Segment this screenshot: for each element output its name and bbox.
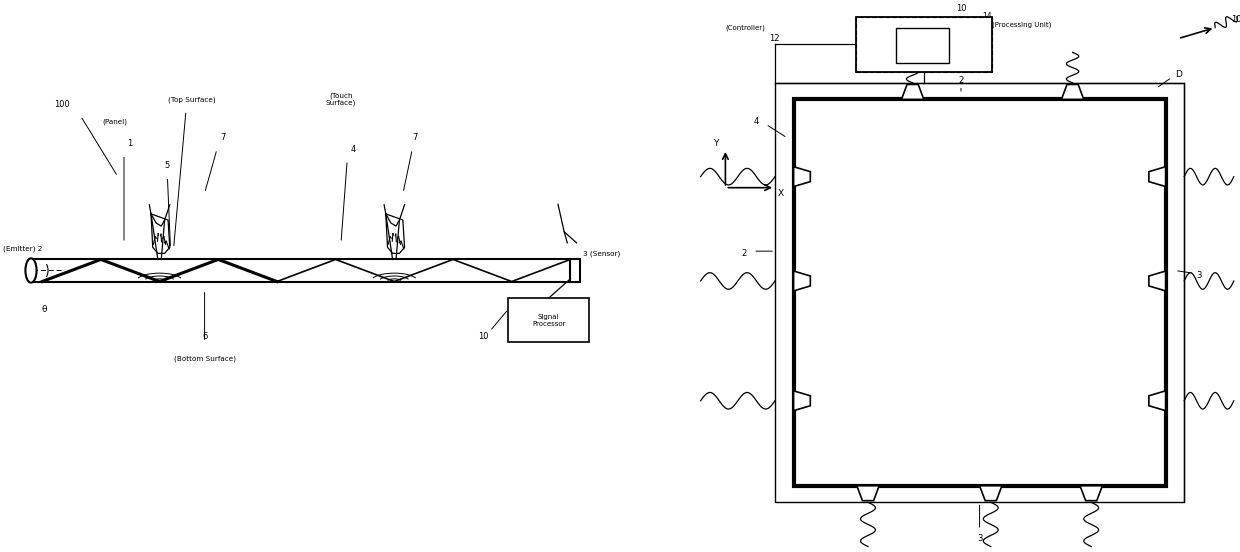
Text: Signal
Processor: Signal Processor [532, 314, 565, 327]
Text: 2: 2 [742, 250, 746, 258]
Text: 3 (Sensor): 3 (Sensor) [583, 251, 620, 257]
Text: 4: 4 [351, 145, 356, 153]
Text: 7: 7 [221, 134, 226, 142]
Polygon shape [1149, 167, 1166, 187]
Text: 10: 10 [956, 4, 966, 13]
Text: 2: 2 [959, 76, 963, 84]
Text: 7: 7 [413, 134, 418, 142]
Polygon shape [980, 486, 1002, 501]
Text: 1: 1 [128, 139, 133, 148]
Bar [508, 298, 589, 342]
Polygon shape [1061, 84, 1084, 99]
Polygon shape [901, 84, 924, 99]
Bar [856, 17, 992, 72]
Bar [895, 28, 949, 63]
Text: (Processing Unit): (Processing Unit) [992, 22, 1052, 28]
Text: (Controller): (Controller) [725, 24, 766, 31]
Text: 6: 6 [202, 332, 207, 341]
Text: 12: 12 [769, 34, 779, 43]
Polygon shape [794, 391, 811, 411]
Text: (Top Surface): (Top Surface) [169, 96, 216, 103]
Text: (Bottom Surface): (Bottom Surface) [174, 355, 236, 362]
Text: 4: 4 [754, 117, 759, 126]
Text: Y: Y [713, 139, 719, 148]
Text: X: X [779, 189, 784, 198]
Text: 3: 3 [977, 534, 982, 543]
Text: 100: 100 [55, 100, 69, 109]
Bar [570, 259, 580, 282]
Text: D: D [1176, 70, 1182, 79]
Polygon shape [1149, 271, 1166, 291]
Text: 10: 10 [479, 332, 489, 341]
Text: 3: 3 [1197, 272, 1202, 280]
Text: 5: 5 [165, 161, 170, 170]
Text: 100: 100 [1230, 15, 1240, 24]
Text: (Touch
Surface): (Touch Surface) [326, 92, 356, 107]
Polygon shape [794, 167, 811, 187]
Bar [794, 99, 1166, 486]
Polygon shape [857, 486, 879, 501]
Text: 14: 14 [982, 12, 992, 21]
Text: (Emitter) 2: (Emitter) 2 [2, 245, 42, 252]
Polygon shape [1080, 486, 1102, 501]
Polygon shape [1149, 391, 1166, 411]
Text: θ: θ [42, 305, 47, 314]
Ellipse shape [25, 258, 37, 283]
Bar [775, 83, 1184, 502]
Text: (Panel): (Panel) [102, 118, 128, 125]
Polygon shape [794, 271, 811, 291]
